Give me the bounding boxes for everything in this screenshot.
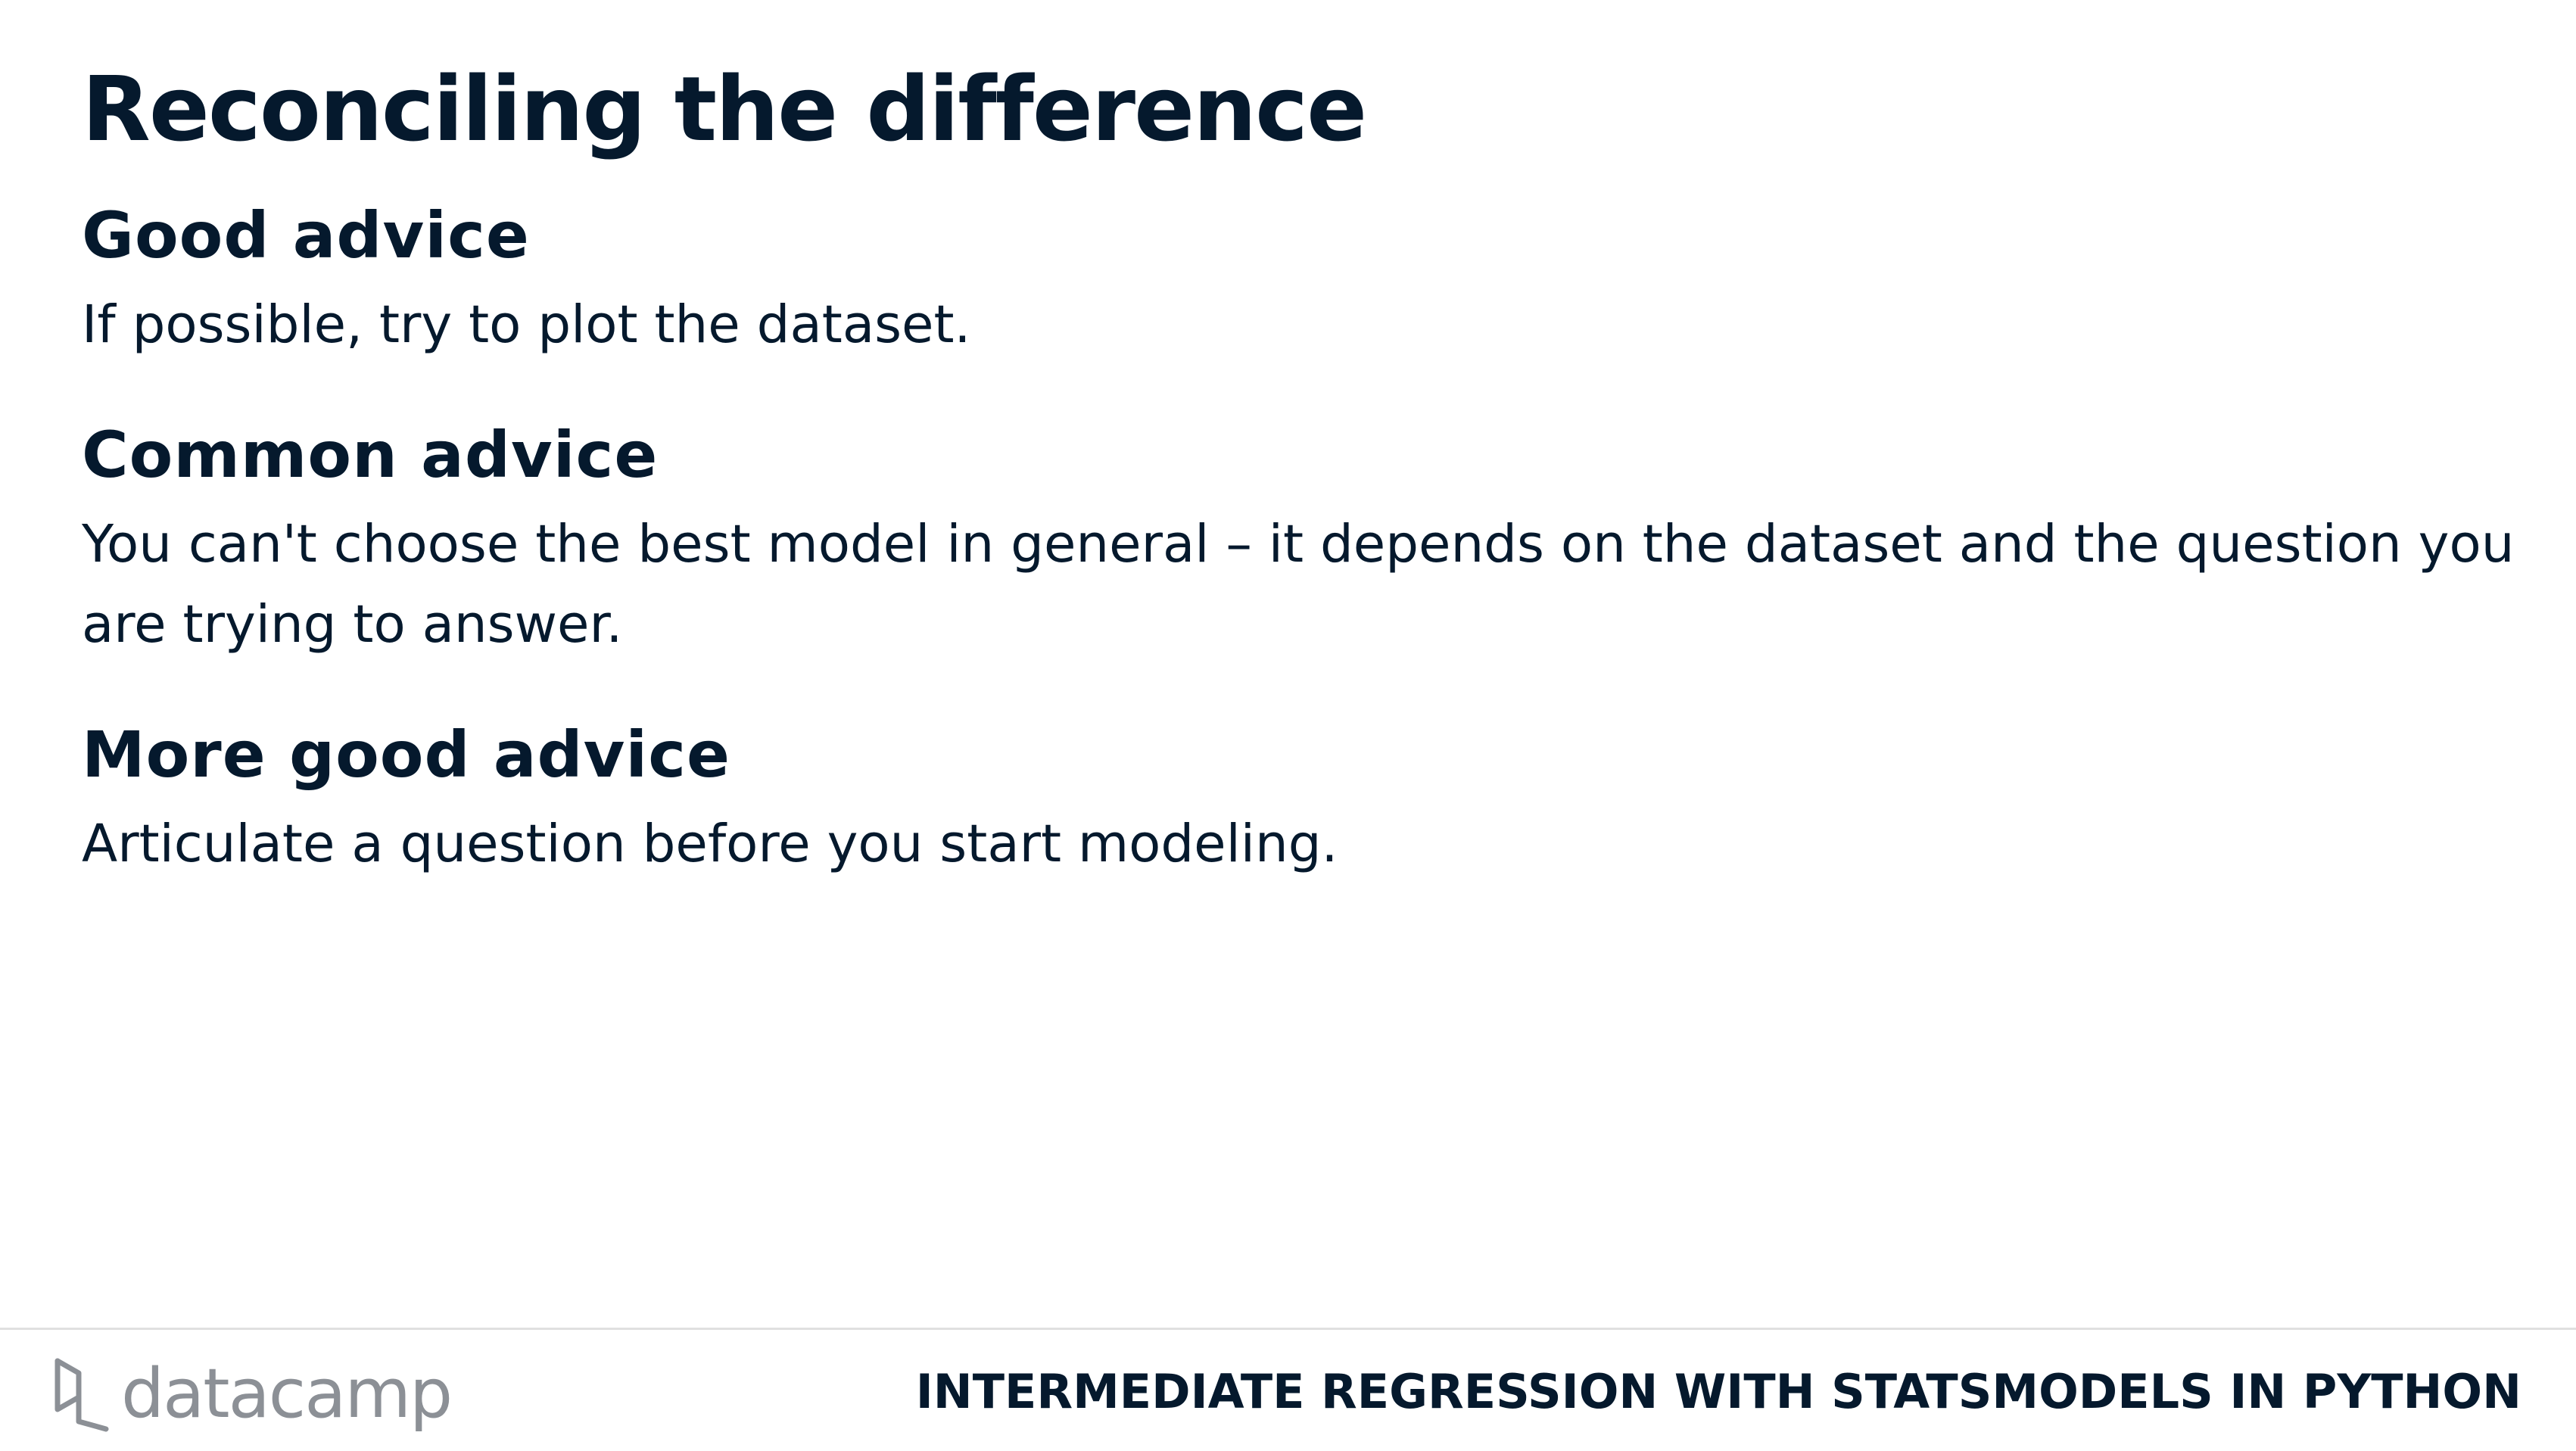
datacamp-logo: datacamp xyxy=(51,1353,453,1436)
slide-content: Good advice If possible, try to plot the… xyxy=(82,195,2519,934)
datacamp-logo-icon xyxy=(55,1358,109,1432)
section-body: You can't choose the best model in gener… xyxy=(82,514,2515,655)
section-common-advice: Common advice You can't choose the best … xyxy=(82,415,2519,665)
logo-text: datacamp xyxy=(121,1354,453,1434)
section-heading: Common advice xyxy=(82,418,659,492)
slide-title: Reconciling the difference xyxy=(82,57,1367,161)
section-heading: Good advice xyxy=(82,198,530,272)
footer: datacamp INTERMEDIATE REGRESSION WITH ST… xyxy=(0,1330,2576,1451)
section-body: Articulate a question before you start m… xyxy=(82,814,1338,874)
course-title: INTERMEDIATE REGRESSION WITH STATSMODELS… xyxy=(915,1364,2521,1419)
section-more-good-advice: More good advice Articulate a question b… xyxy=(82,715,2519,884)
footer-divider xyxy=(0,1328,2576,1330)
section-good-advice: Good advice If possible, try to plot the… xyxy=(82,195,2519,365)
section-body: If possible, try to plot the dataset. xyxy=(82,294,971,355)
section-heading: More good advice xyxy=(82,718,730,792)
